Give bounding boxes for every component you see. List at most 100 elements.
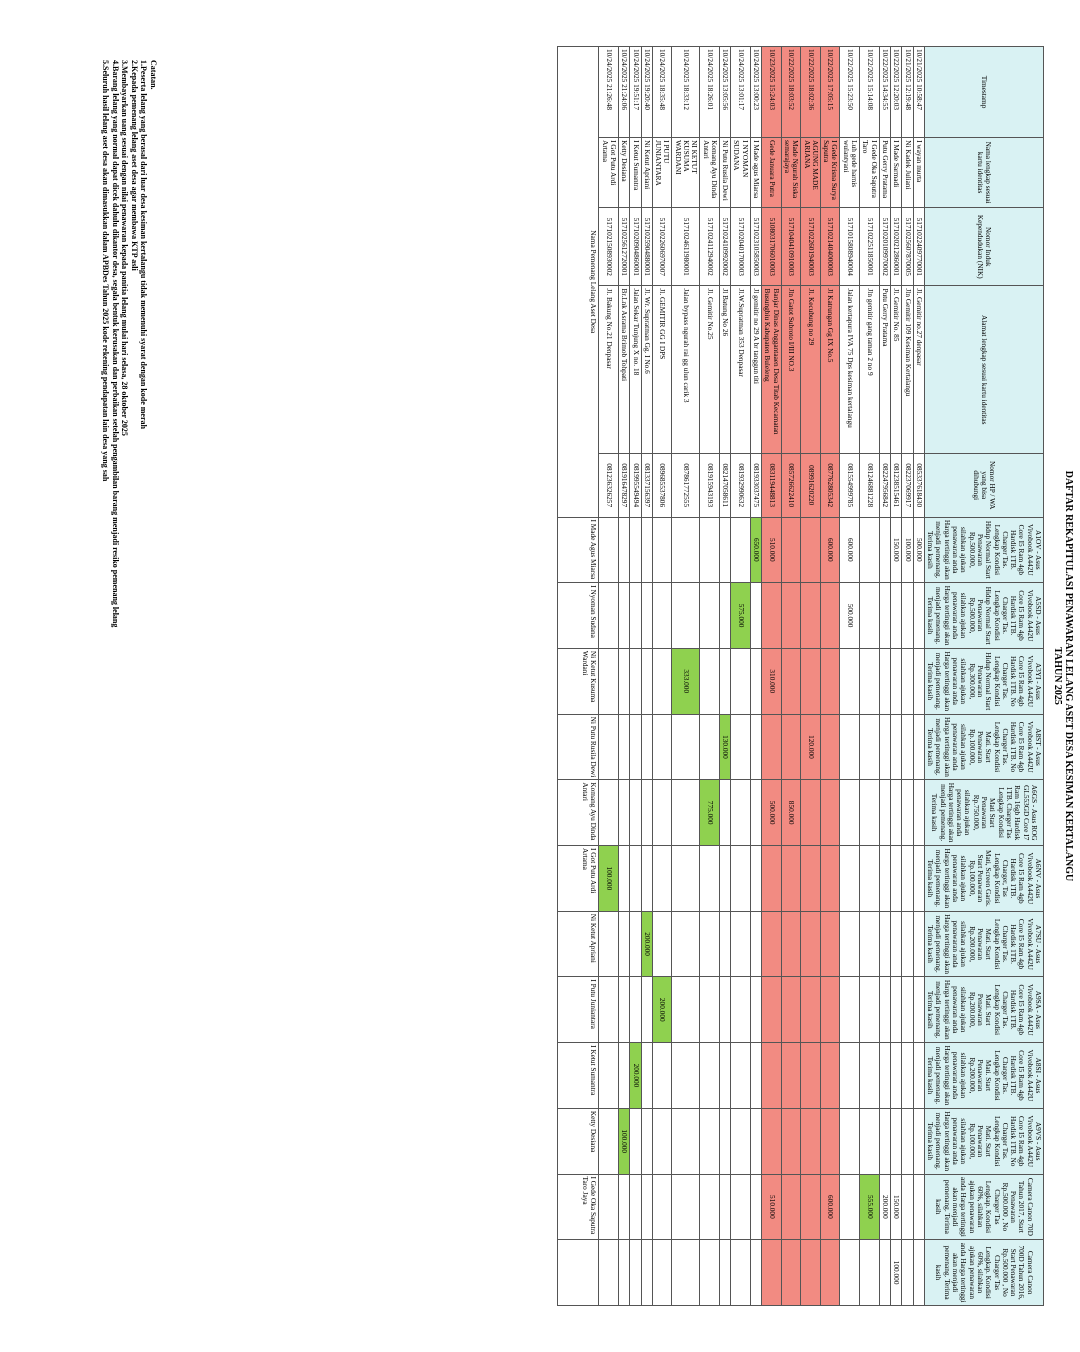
- bid-cell: 100.000: [890, 1239, 902, 1306]
- bid-cell: [652, 714, 672, 780]
- bid-cell: [629, 582, 642, 649]
- phone-cell: 081554999785: [839, 453, 860, 517]
- bid-cell: [859, 648, 880, 715]
- bid-cell: [629, 779, 642, 846]
- bid-cell: [699, 976, 720, 1043]
- bid-cell: [699, 1042, 720, 1109]
- bid-cell: [699, 648, 720, 715]
- bid-cell: [800, 1239, 821, 1306]
- bid-cell: 850.000: [781, 779, 801, 846]
- header-asset-6: A6NV - Asus Vivobook A442U Core I5 Ram 4…: [924, 845, 1044, 912]
- bid-cell: [901, 1239, 914, 1306]
- bid-cell: [652, 845, 672, 912]
- bid-cell: [641, 648, 653, 715]
- bid-cell: [820, 582, 840, 649]
- bid-cell: [750, 714, 762, 780]
- phone-cell: 081933037475: [750, 453, 762, 517]
- notes-section: Catatan. 1.Peserta lelang yang berasal d…: [101, 60, 159, 628]
- bid-cell: [839, 1239, 860, 1306]
- bid-cell: [699, 1239, 720, 1306]
- timestamp-cell: 10/24/2025 13:00:23: [750, 46, 762, 138]
- winning-bid-cell: 555.000: [859, 1174, 880, 1240]
- bid-cell: [890, 1042, 902, 1109]
- bid-cell: [641, 976, 653, 1043]
- name-cell: Ni Putu Rusila Dewi: [719, 137, 731, 208]
- nik-cell: 5171024109920002: [719, 207, 731, 286]
- title-line-2: TAHUN 2025: [1052, 647, 1063, 705]
- bid-cell: [641, 517, 653, 583]
- note-line: 1.Peserta lelang yang berasal dari luar …: [139, 60, 149, 429]
- bid-cell: [598, 648, 619, 715]
- bid-cell: [652, 582, 672, 649]
- nik-cell: 5171022606970007: [652, 207, 672, 286]
- winner-name-cell: [557, 1239, 599, 1306]
- phone-cell: 085337618430: [913, 453, 925, 517]
- bid-cell: [671, 517, 700, 583]
- address-cell: Jl gemitir no 29 A br tanggun titi: [750, 285, 762, 454]
- bid-cell: [913, 1108, 925, 1175]
- name-cell: Made Ngurah Siska semarajaya: [781, 137, 801, 208]
- bid-cell: [598, 1239, 619, 1306]
- bid-cell: [629, 1174, 642, 1240]
- bid-cell: [859, 517, 880, 583]
- bid-cell: [839, 1108, 860, 1175]
- nik-cell: 5171015808940004: [839, 207, 860, 286]
- bid-cell: [761, 911, 782, 977]
- bid-cell: [859, 845, 880, 912]
- bid-cell: [598, 779, 619, 846]
- nik-cell: 5108031706010003: [761, 207, 782, 286]
- winner-name-cell: I Gede Oka Saputra Taro Jaya: [557, 1174, 599, 1240]
- winners-row: Nama Pemenang Lelang Aset Desa I Made Agu…: [557, 46, 599, 1306]
- bid-cell: [750, 911, 762, 977]
- bid-cell: [629, 976, 642, 1043]
- bid-cell: [618, 976, 630, 1043]
- header-timestamp: Timestamp: [924, 46, 1044, 138]
- bid-cell: [730, 1108, 751, 1175]
- bid-cell: [671, 1042, 700, 1109]
- timestamp-cell: 10/24/2025 19:51:17: [629, 46, 642, 138]
- name-cell: I Ketut Sumantra: [629, 137, 642, 208]
- phone-cell: 081932990632: [730, 453, 751, 517]
- bid-cell: [859, 779, 880, 846]
- header-asset-10: A9VS - Asus Vivobook A442U Core I5 Ram 4…: [924, 1108, 1044, 1175]
- winning-bid-cell: 100.000: [618, 1108, 630, 1175]
- bid-cell: [901, 845, 914, 912]
- table-row: 10/24/2025 13:01:17 I NYOMAN SUDANA 517102…: [730, 46, 751, 1306]
- name-cell: I Made agus Miarsa: [750, 137, 762, 208]
- bid-cell: [719, 582, 731, 649]
- bid-cell: [820, 845, 840, 912]
- phone-cell: 081337156397: [641, 453, 653, 517]
- bid-cell: [671, 582, 700, 649]
- bid-cell: [699, 1174, 720, 1240]
- phone-cell: 081915943193: [699, 453, 720, 517]
- bid-cell: [618, 1239, 630, 1306]
- header-asset-8: A9SA - Asus Vivobook A442U Core I5 Ram 4…: [924, 976, 1044, 1043]
- bid-cell: [820, 1239, 840, 1306]
- address-cell: Jl.W.Supratman 353 Denpasar: [730, 285, 751, 454]
- bid-cell: [671, 845, 700, 912]
- name-cell: Luh gede harnis wulantyani: [839, 137, 860, 208]
- timestamp-cell: 10/22/2025 18:03:52: [781, 46, 801, 138]
- bid-cell: [652, 1239, 672, 1306]
- name-cell: I wayan murta: [913, 137, 925, 208]
- header-asset-5: A6GS - Asus ROG GL553GD Core I7 Ram 16gb…: [924, 779, 1044, 846]
- address-cell: Jln gemitir gang taman 2 no 9: [859, 285, 880, 454]
- bid-cell: [890, 976, 902, 1043]
- bid-cell: [618, 517, 630, 583]
- note-line: 4.Barang lelang yang normal dapat dicek …: [111, 60, 120, 628]
- bid-cell: [800, 779, 821, 846]
- address-cell: Jl. GEMITIR GG I DPS: [652, 285, 672, 454]
- timestamp-cell: 10/24/2025 18:26:01: [699, 46, 720, 138]
- bid-cell: [781, 911, 801, 977]
- bid-cell: [671, 714, 700, 780]
- bid-cell: [859, 976, 880, 1043]
- nik-cell: 5171022511850001: [859, 207, 880, 286]
- bid-cell: [761, 1108, 782, 1175]
- phone-cell: 085726622410: [781, 453, 801, 517]
- bid-cell: [641, 1108, 653, 1175]
- bid-cell: [913, 648, 925, 715]
- bid-cell: [913, 582, 925, 649]
- address-cell: Jl. Bakung No.21 Denpasar: [598, 285, 619, 454]
- name-cell: AGUNG MADE ARIANA: [800, 137, 821, 208]
- address-cell: Jl. Gemitir No. 85: [890, 285, 902, 454]
